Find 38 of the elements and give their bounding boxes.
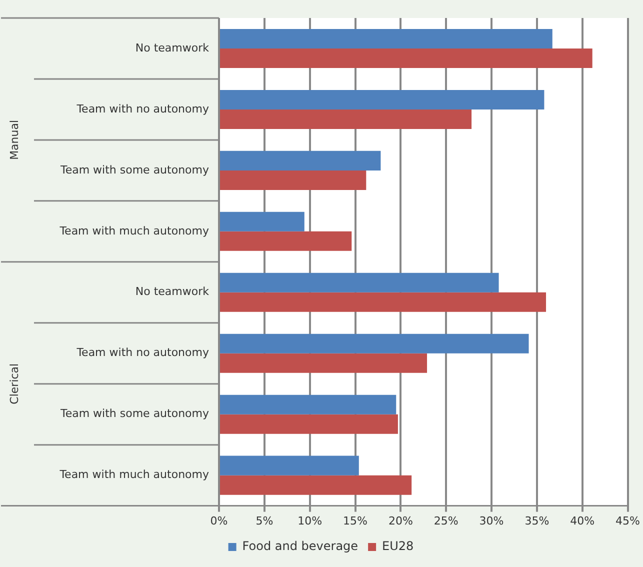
bar — [220, 334, 529, 354]
y-tick-label: No teamwork — [135, 41, 210, 54]
x-tick-label: 10% — [298, 514, 322, 528]
x-tick-label: 45% — [616, 514, 640, 528]
bar — [220, 353, 428, 373]
y-tick-label: No teamwork — [135, 285, 210, 298]
x-tick-label: 15% — [343, 514, 368, 528]
y-tick-label: Team with no autonomy — [76, 102, 210, 116]
bar — [220, 28, 552, 48]
bar — [220, 170, 366, 190]
y-tick-label: Team with no autonomy — [76, 346, 210, 360]
bar — [220, 150, 381, 170]
x-tick-label: 35% — [524, 514, 550, 528]
bar — [220, 272, 499, 292]
y-tick-label: Team with much autonomy — [58, 468, 210, 482]
bar — [220, 394, 396, 414]
legend-label: Food and beverage — [242, 539, 358, 554]
bar — [220, 475, 412, 495]
bar — [220, 48, 592, 68]
y-tick-label: Team with some autonomy — [59, 407, 210, 420]
text: Clerical — [8, 363, 21, 404]
legend-label: EU28 — [382, 539, 414, 554]
y-tick-label: Team with some autonomy — [59, 163, 210, 176]
bar — [220, 90, 544, 110]
bar — [220, 109, 472, 129]
bar — [220, 212, 304, 232]
bar — [220, 231, 352, 251]
text: Manual — [8, 120, 21, 160]
x-tick-label: 5% — [256, 514, 274, 528]
x-tick-label: 25% — [434, 514, 458, 528]
x-tick-label: 20% — [388, 514, 413, 528]
bar — [220, 456, 359, 476]
bar — [220, 292, 546, 312]
x-tick-label: 0% — [210, 514, 228, 528]
x-tick-label: 40% — [570, 514, 595, 528]
bar — [220, 414, 398, 434]
x-tick-label: 30% — [479, 514, 504, 528]
y-tick-label: Team with much autonomy — [58, 224, 210, 238]
